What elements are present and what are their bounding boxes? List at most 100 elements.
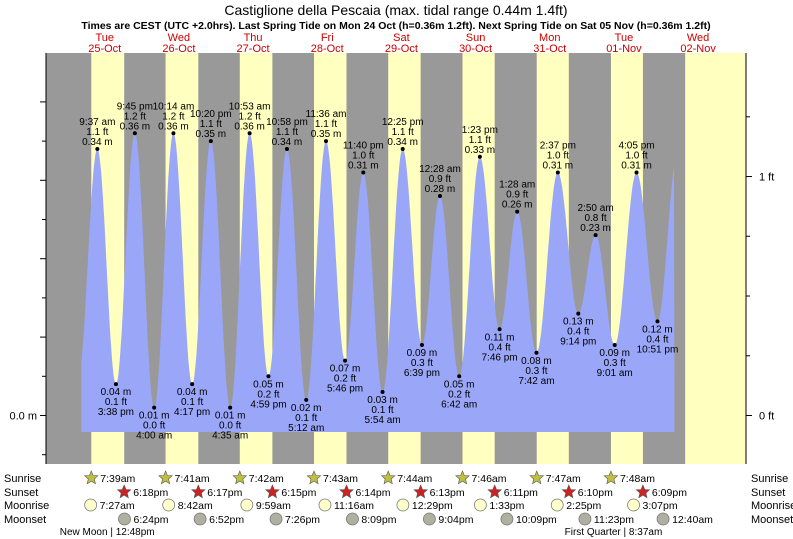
- tide-metres: 0.36 m: [158, 121, 189, 132]
- day-date: 28-Oct: [311, 43, 344, 55]
- chart-title: Castiglione della Pescaia (max. tidal ra…: [224, 2, 567, 18]
- tide-time: 11:40 pm: [343, 140, 384, 151]
- tide-feet: 0.1 ft: [181, 397, 203, 408]
- tide-feet: 0.4 ft: [488, 342, 510, 353]
- tide-low-12: 0.02 m0.1 ft5:12 am: [288, 397, 324, 434]
- sunrise-time: 7:46am: [471, 473, 506, 485]
- tide-low-28: 0.09 m0.3 ft9:01 am: [597, 342, 633, 379]
- sunrise-time: 7:43am: [323, 473, 358, 485]
- tide-feet: 1.0 ft: [352, 150, 374, 161]
- day-of-week: Thu: [244, 32, 263, 44]
- tide-high-17: 12:25 pm1.1 ft0.34 m: [382, 117, 424, 151]
- tide-point: [247, 131, 252, 136]
- tide-point: [113, 382, 118, 387]
- tide-time: 2:50 am: [578, 203, 614, 214]
- sunrise-star-icon: [529, 470, 545, 485]
- tide-point: [497, 327, 502, 332]
- tide-metres: 0.01 m: [215, 411, 246, 422]
- sunrise-star-icon: [83, 470, 99, 485]
- moonset-time: 6:52pm: [209, 514, 244, 526]
- sunset-star-icon: [264, 484, 280, 499]
- sunset-star-icon: [561, 484, 577, 499]
- day-of-week: Wed: [687, 32, 709, 44]
- axes: 0.0 m 0 ft 1 ft: [9, 53, 774, 464]
- left-tick-label: 0.0 m: [9, 411, 37, 423]
- sunrise-1: 7:39am: [83, 470, 136, 485]
- tide-curve: [81, 133, 675, 433]
- tide-time: 7:46 pm: [482, 352, 518, 363]
- moonset-moon-icon: [500, 512, 514, 526]
- moonrise-6: 1:33pm: [473, 498, 525, 512]
- moonset-3: 7:26pm: [269, 512, 320, 526]
- tide-time: 1:28 am: [499, 180, 535, 191]
- tide-point: [555, 170, 560, 175]
- tide-metres: 0.26 m: [502, 200, 533, 211]
- tide-metres: 0.07 m: [330, 364, 361, 375]
- tide-high-1: 9:37 am1.1 ft0.34 m: [79, 117, 115, 151]
- sunrise-8: 7:48am: [603, 470, 655, 485]
- day-of-week: Tue: [615, 32, 634, 44]
- tide-high-5: 10:14 am1.2 ft0.36 m: [153, 101, 194, 136]
- moonrise-time: 11:16am: [334, 500, 374, 512]
- moonset-2: 6:52pm: [193, 512, 244, 526]
- tide-feet: 0.2 ft: [334, 374, 356, 385]
- sunrise-3: 7:42am: [232, 470, 284, 485]
- moonrise-row-label-left: Moonrise: [4, 500, 49, 512]
- tide-time: 10:53 am: [229, 101, 271, 112]
- tide-feet: 1.1 ft: [200, 119, 222, 130]
- day-date: 01-Nov: [606, 43, 642, 55]
- moonset-moon-icon: [578, 512, 592, 526]
- tide-metres: 0.05 m: [253, 379, 284, 390]
- day-of-week: Tue: [95, 32, 114, 44]
- sunrise-time: 7:42am: [249, 473, 284, 485]
- moonrise-moon-icon: [473, 498, 487, 512]
- moonrise-time: 3:07pm: [643, 500, 678, 512]
- moonrise-moon-icon: [318, 498, 332, 512]
- tide-feet: 0.9 ft: [506, 190, 528, 201]
- moon-phase-1: New Moon | 12:48pm: [60, 527, 155, 538]
- moonset-time: 12:40am: [672, 514, 713, 526]
- moonset-moon-icon: [193, 512, 207, 526]
- moonset-moon-icon: [423, 512, 436, 526]
- tide-markers: 9:37 am1.1 ft0.34 m0.04 m0.1 ft3:38 pm9:…: [79, 101, 678, 441]
- tide-time: 12:28 am: [419, 164, 461, 175]
- tide-metres: 0.09 m: [599, 348, 630, 359]
- tide-low-10: 0.05 m0.2 ft4:59 pm: [250, 374, 287, 410]
- moonset-row-label-right: Moonset: [751, 514, 793, 526]
- moonrise-moon-icon: [396, 498, 410, 512]
- sunrise-star-icon: [232, 470, 248, 485]
- tide-point: [284, 146, 289, 151]
- sunset-row-label-left: Sunset: [4, 487, 38, 499]
- tide-time: 4:17 pm: [174, 407, 210, 418]
- tide-low-4: 0.01 m0.0 ft4:00 am: [136, 405, 172, 442]
- tide-metres: 0.12 m: [642, 324, 673, 335]
- tide-point: [655, 319, 660, 324]
- tide-feet: 0.8 ft: [584, 213, 606, 224]
- day-of-week: Sun: [466, 32, 486, 44]
- moonset-moon-icon: [656, 512, 670, 526]
- tide-time: 12:25 pm: [382, 117, 424, 128]
- tide-point: [477, 154, 482, 159]
- sunset-7: 6:10pm: [561, 484, 613, 499]
- tide-metres: 0.13 m: [563, 317, 594, 328]
- tide-metres: 0.36 m: [234, 121, 265, 132]
- tide-feet: 0.0 ft: [219, 421, 241, 432]
- tide-metres: 0.35 m: [311, 129, 342, 140]
- sunrise-star-icon: [380, 470, 396, 485]
- tide-point: [343, 358, 348, 363]
- sunset-row-label-right: Sunset: [751, 487, 785, 499]
- tide-metres: 0.03 m: [367, 395, 398, 406]
- tide-metres: 0.04 m: [177, 387, 208, 398]
- moonrise-2: 8:42am: [162, 498, 213, 512]
- moonrise-time: 2:25pm: [566, 500, 601, 512]
- tide-point: [152, 405, 157, 410]
- tide-point: [171, 131, 176, 136]
- tide-low-22: 0.11 m0.4 ft7:46 pm: [482, 327, 518, 363]
- moon-phase-2: First Quarter | 8:37am: [565, 527, 663, 538]
- tide-feet: 0.1 ft: [295, 413, 317, 424]
- sunrise-star-icon: [455, 470, 470, 485]
- moonset-8: 12:40am: [656, 512, 713, 526]
